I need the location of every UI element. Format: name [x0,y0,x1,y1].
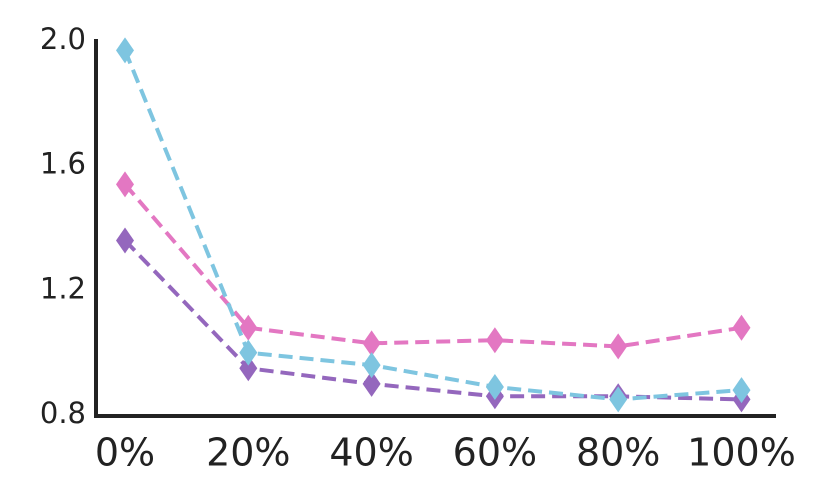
marker [485,373,504,400]
y-tick-label: 1.6 [40,147,86,181]
marker [239,355,258,382]
series-line [123,183,742,349]
x-tick-label: 60% [453,431,537,475]
x-tick-label: 0% [95,431,155,475]
x-tick-label: 20% [206,431,290,475]
marker [116,171,134,198]
marker [732,377,751,404]
marker [362,330,381,357]
series-line [123,49,742,402]
x-tick-label: 80% [576,431,660,475]
marker [116,37,134,64]
y-tick-label: 0.8 [40,396,86,430]
marker [485,327,504,354]
marker [362,352,381,379]
marker [239,339,258,366]
y-tick-label: 2.0 [40,22,86,56]
marker [362,370,381,397]
x-tick-label: 100% [687,431,796,475]
marker [609,333,628,360]
y-tick-label: 1.2 [40,271,86,305]
marker [239,314,258,341]
marker [732,314,751,341]
marker [116,227,134,254]
x-tick-label: 40% [329,431,413,475]
marker [609,386,628,413]
